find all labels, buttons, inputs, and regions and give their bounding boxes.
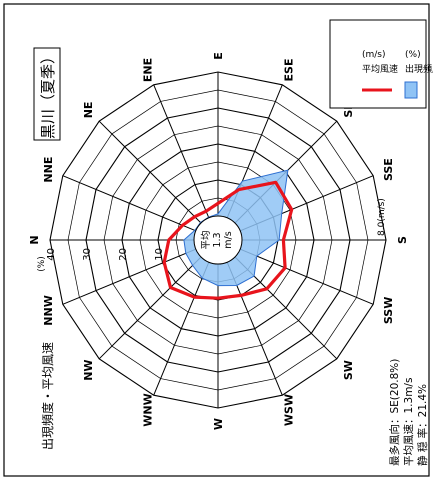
direction-label-e: E — [212, 52, 225, 60]
direction-label-sw: SW — [342, 360, 355, 380]
summary-block: 最多風向：SE(20.8%) 平均風速：1.3m/s 静 穏 率：21.4% — [388, 359, 429, 466]
spoke-ne — [98, 120, 202, 224]
legend-freq-unit: (%) — [405, 50, 421, 60]
direction-label-s: S — [396, 236, 409, 244]
spoke-wnw — [153, 261, 210, 396]
chart-title: 黒川（夏季） — [39, 49, 57, 139]
mean-speed-line — [162, 180, 294, 300]
freq-unit-label: (%) — [37, 256, 47, 272]
direction-label-ene: ENE — [142, 58, 155, 82]
spoke-nnw — [62, 248, 197, 305]
ring-label-10: 10 — [154, 248, 165, 261]
direction-label-sse: SSE — [382, 158, 395, 181]
summary-mean-speed: 平均風速：1.3m/s — [403, 378, 415, 466]
direction-label-wsw: WSW — [282, 394, 295, 426]
chart-subtitle: 出現頻度・平均風速 — [40, 342, 55, 450]
direction-label-ssw: SSW — [382, 297, 395, 324]
title-box — [33, 47, 61, 141]
direction-label-n: N — [28, 235, 41, 244]
center-label-2: m/s — [223, 231, 234, 248]
ring-label-40: 40 — [46, 248, 57, 261]
spoke-nne — [62, 175, 197, 232]
ring-label-30: 30 — [82, 248, 93, 261]
legend-speed-unit: (m/s) — [362, 50, 386, 60]
center-label-1: 1.3 — [212, 232, 223, 247]
direction-label-nnw: NNW — [42, 295, 55, 326]
legend-freq-label: 出現頻度 — [405, 63, 433, 75]
legend-freq-swatch — [404, 81, 418, 99]
ring-label-20: 20 — [118, 248, 129, 261]
summary-most-frequent: 最多風向：SE(20.8%) — [388, 359, 401, 466]
legend-box — [329, 19, 427, 109]
direction-label-wnw: WNW — [142, 393, 155, 426]
spoke-ssw — [239, 248, 374, 305]
direction-label-nne: NNE — [42, 157, 55, 183]
spoke-ene — [153, 84, 210, 219]
direction-label-ese: ESE — [282, 59, 295, 82]
ring-labels: 10 20 30 40(%) 8.0(m/s) — [37, 198, 387, 272]
direction-label-w: W — [212, 418, 225, 430]
spoke-nw — [98, 256, 202, 360]
direction-label-ne: NE — [82, 102, 95, 119]
speed-scale-label: 8.0(m/s) — [377, 198, 387, 236]
center-circle: 平均 1.3 m/s — [193, 215, 243, 265]
legend: 出現頻度 (%) 平均風速 (m/s) — [329, 19, 433, 109]
summary-calm-rate: 静 穏 率：21.4% — [416, 384, 429, 466]
direction-label-nw: NW — [82, 359, 95, 380]
center-label-0: 平均 — [200, 230, 212, 249]
center-disc — [193, 215, 243, 265]
legend-speed-label: 平均風速 — [362, 63, 398, 75]
